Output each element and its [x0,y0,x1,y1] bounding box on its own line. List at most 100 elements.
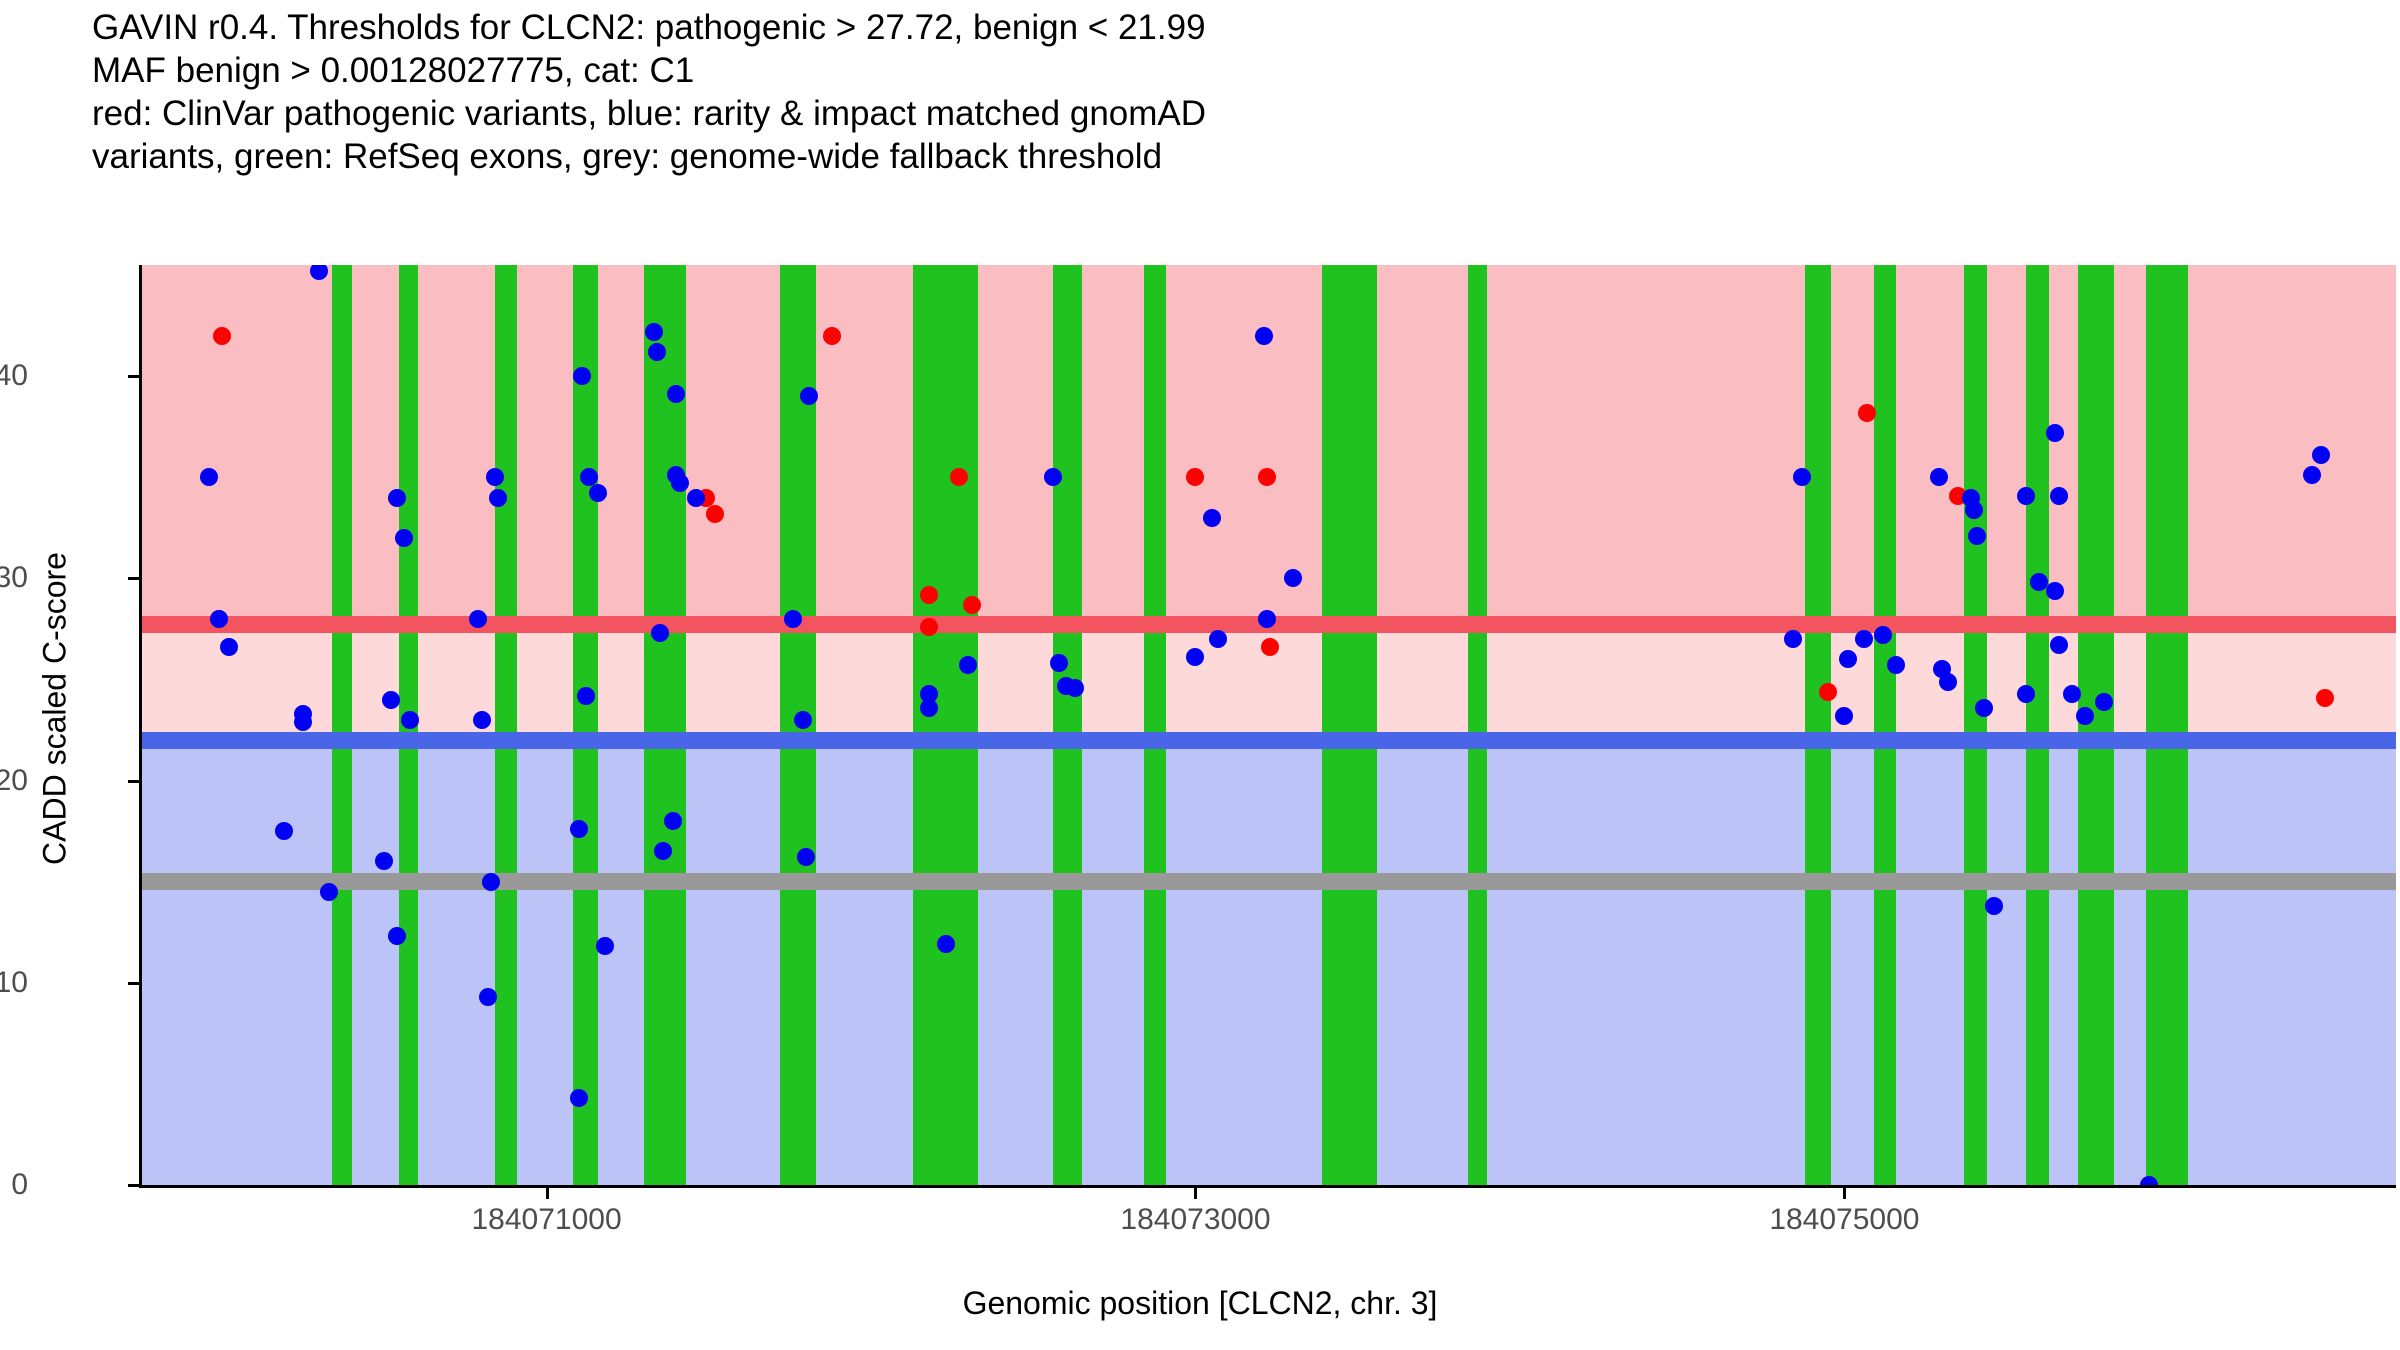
gnomad-variant-point [1186,648,1205,667]
gnomad-variant-point [664,812,683,831]
exon-bar [494,265,518,1185]
clinvar-variant-point [1858,403,1877,422]
y-axis-tick [128,981,139,985]
gnomad-variant-point [670,474,689,493]
y-axis-tick-label: 30 [0,561,28,595]
band-benign [141,740,2396,1185]
exon-bar [2146,265,2189,1185]
gnomad-variant-point [920,698,939,717]
gnomad-variant-point [388,927,407,946]
benign-threshold-line [141,731,2396,749]
clinvar-variant-point [1186,468,1205,487]
x-axis-tick [1843,1188,1847,1199]
y-axis-tick [128,577,139,581]
gnomad-variant-point [570,820,589,839]
gnomad-variant-point [394,528,413,547]
y-axis-tick-label: 40 [0,359,28,393]
exon-bar [1468,265,1488,1185]
y-axis-tick-label: 20 [0,763,28,797]
gnomad-variant-point [1209,630,1228,649]
gnomad-variant-point [209,609,228,628]
gnomad-variant-point [589,484,608,503]
gnomad-variant-point [200,468,219,487]
gnomad-variant-point [479,987,498,1006]
gnomad-variant-point [1854,630,1873,649]
gnomad-variant-point [1257,609,1276,628]
gnomad-variant-point [274,822,293,841]
clinvar-variant-point [213,326,232,345]
gnomad-variant-point [472,710,491,729]
gnomad-variant-point [1974,698,1993,717]
gnomad-variant-point [294,712,313,731]
gnomad-variant-point [797,848,816,867]
x-axis-title: Genomic position [CLCN2, chr. 3] [962,1285,1438,1321]
fallback-threshold-line [141,873,2396,891]
gnomad-variant-point [654,842,673,861]
clinvar-variant-point [1819,682,1838,701]
x-axis-tick-label: 184073000 [1120,1203,1271,1236]
gnomad-variant-point [573,367,592,386]
gnomad-variant-point [2049,486,2068,505]
plot-panel [141,265,2396,1185]
gnomad-variant-point [570,1089,589,1108]
gnomad-variant-point [920,684,939,703]
x-axis-tick-label: 184071000 [471,1203,622,1236]
gnomad-variant-point [2049,636,2068,655]
y-axis-tick [128,375,139,379]
clinvar-variant-point [1257,468,1276,487]
title-line-1: GAVIN r0.4. Thresholds for CLCN2: pathog… [92,8,1206,47]
gnomad-variant-point [1968,526,1987,545]
gnomad-variant-point [1874,626,1893,645]
gnomad-variant-point [1965,500,1984,519]
gnomad-variant-point [320,882,339,901]
plot-title: GAVIN r0.4. Thresholds for CLCN2: pathog… [92,6,2382,178]
gnomad-variant-point [1066,678,1085,697]
clinvar-variant-point [920,617,939,636]
exon-bar [2026,265,2049,1185]
gnomad-variant-point [651,624,670,642]
gnomad-variant-point [2075,706,2094,725]
gnomad-variant-point [1043,468,1062,487]
title-line-4: variants, green: RefSeq exons, grey: gen… [92,137,1163,176]
gnomad-variant-point [2046,581,2065,600]
gnomad-variant-point [1838,650,1857,669]
gnomad-variant-point [1835,706,1854,725]
exon-bar [332,265,352,1185]
gnomad-variant-point [595,937,614,956]
gnomad-variant-point [644,322,663,341]
gnomad-variant-point [936,935,955,954]
exon-bar [1143,265,1167,1185]
gnomad-variant-point [1202,508,1221,527]
gnomad-variant-point [388,488,407,507]
x-axis-tick [545,1188,549,1199]
gnomad-variant-point [2030,573,2049,592]
clinvar-variant-point [823,326,842,345]
gnomad-variant-point [2017,684,2036,703]
gnomad-variant-point [800,387,819,406]
exon-bar [643,265,687,1185]
gnomad-variant-point [1783,630,1802,649]
exon-bar [913,265,979,1185]
gnomad-variant-point [1939,672,1958,691]
clinvar-variant-point [706,504,725,523]
gnomad-variant-point [2046,423,2065,442]
exon-bar [1322,265,1378,1185]
exon-bar [1052,265,1082,1185]
y-axis-tick-label: 0 [11,1168,28,1201]
exon-bar [1964,265,1988,1185]
gnomad-variant-point [219,638,238,657]
exon-bar [572,265,599,1185]
exon-bar [2078,265,2114,1185]
exon-bar [1805,265,1832,1185]
gnomad-variant-point [488,488,507,507]
band-pathogenic [141,265,2396,625]
title-line-2: MAF benign > 0.00128027775, cat: C1 [92,51,695,90]
gnomad-variant-point [647,342,666,361]
gnomad-variant-point [579,468,598,487]
gnomad-variant-point [2140,1176,2159,1185]
gnomad-variant-point [375,852,394,871]
title-line-3: red: ClinVar pathogenic variants, blue: … [92,94,1207,133]
gnomad-variant-point [485,468,504,487]
gnomad-variant-point [2062,684,2081,703]
